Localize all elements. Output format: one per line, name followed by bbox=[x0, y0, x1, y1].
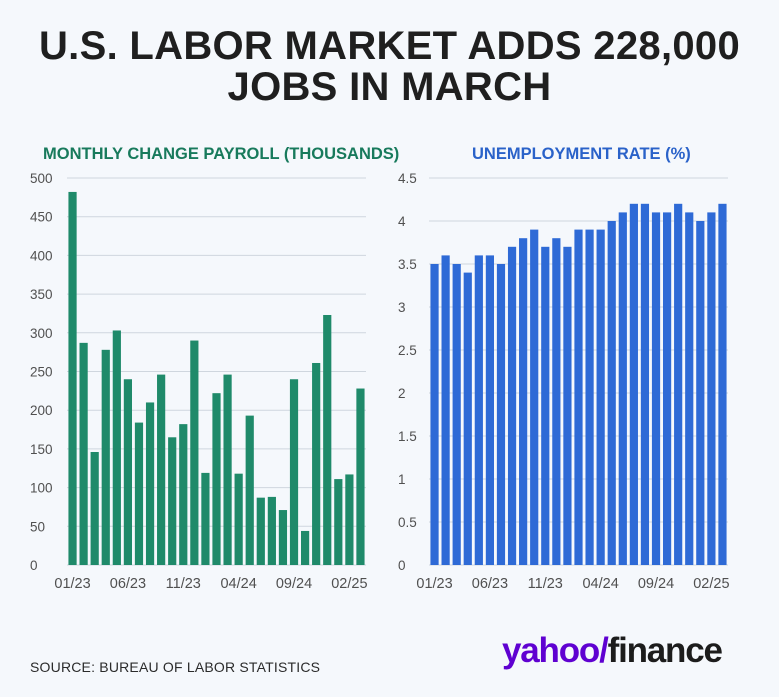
unemployment-bar-2023-06 bbox=[485, 255, 495, 565]
unemployment-bar-2024-09 bbox=[651, 212, 661, 565]
payroll-bar-2024-01 bbox=[201, 472, 210, 565]
payroll-y-tick-label: 0 bbox=[30, 558, 38, 573]
payroll-bar-2024-05 bbox=[245, 415, 254, 565]
unemployment-x-tick-label: 09/24 bbox=[638, 576, 674, 592]
payroll-bar-2024-11 bbox=[312, 362, 321, 565]
unemployment-bar-2023-09 bbox=[519, 238, 528, 565]
unemployment-bar-2024-11 bbox=[674, 203, 683, 566]
payroll-bar-2024-07 bbox=[267, 496, 276, 565]
payroll-y-tick-label: 500 bbox=[30, 171, 53, 186]
payroll-bar-2023-05 bbox=[112, 330, 121, 565]
unemployment-bar-2023-01 bbox=[430, 264, 439, 565]
unemployment-y-tick-label: 0 bbox=[398, 558, 406, 573]
payroll-x-tick-label: 06/23 bbox=[110, 576, 146, 592]
unemployment-y-tick-label: 1 bbox=[398, 472, 406, 487]
unemployment-bar-2024-06 bbox=[618, 212, 627, 565]
unemployment-y-tick-label: 0.5 bbox=[398, 515, 417, 530]
unemployment-bar-2023-08 bbox=[507, 246, 517, 566]
payroll-y-tick-label: 400 bbox=[30, 248, 53, 263]
unemployment-bar-2024-08 bbox=[640, 203, 650, 566]
unemployment-bar-2025-01 bbox=[696, 221, 705, 565]
payroll-bar-2024-09 bbox=[289, 379, 299, 565]
unemployment-y-tick-label: 2 bbox=[398, 386, 406, 401]
unemployment-x-tick-label: 01/23 bbox=[416, 576, 452, 592]
payroll-bar-2023-04 bbox=[101, 349, 110, 565]
payroll-bar-2023-09 bbox=[157, 374, 166, 565]
unemployment-x-tick-label: 04/24 bbox=[582, 576, 618, 592]
unemployment-bar-2024-02 bbox=[574, 229, 583, 565]
unemployment-x-tick-label: 02/25 bbox=[693, 576, 729, 592]
unemployment-bar-2023-04 bbox=[463, 272, 472, 565]
unemployment-bar-2023-10 bbox=[530, 229, 539, 565]
payroll-bar-2025-03 bbox=[356, 388, 365, 565]
payroll-y-tick-label: 250 bbox=[30, 365, 53, 380]
unemployment-bar-2025-03 bbox=[718, 203, 727, 566]
headline-line-2: JOBS IN MARCH bbox=[227, 65, 552, 109]
payroll-y-tick-label: 150 bbox=[30, 442, 53, 457]
unemployment-y-tick-label: 4 bbox=[398, 214, 406, 229]
payroll-bar-2023-01 bbox=[68, 191, 77, 565]
unemployment-bar-2024-12 bbox=[685, 212, 694, 565]
logo-slash-text: / bbox=[599, 631, 609, 670]
unemployment-bar-2024-05 bbox=[607, 221, 616, 565]
payroll-bar-2024-03 bbox=[223, 374, 232, 565]
payroll-bar-2023-10 bbox=[168, 437, 177, 565]
payroll-y-tick-label: 350 bbox=[30, 287, 53, 302]
payroll-x-tick-label: 02/25 bbox=[331, 576, 367, 592]
unemployment-bar-2024-03 bbox=[585, 229, 594, 565]
unemployment-bar-2025-02 bbox=[707, 212, 716, 565]
unemployment-y-tick-label: 3 bbox=[398, 300, 406, 315]
payroll-y-tick-label: 50 bbox=[30, 519, 45, 534]
payroll-bar-2023-12 bbox=[190, 340, 199, 565]
logo-yahoo-text: yahoo bbox=[502, 631, 600, 670]
unemployment-y-tick-label: 3.5 bbox=[398, 257, 417, 272]
payroll-x-tick-label: 04/24 bbox=[220, 576, 256, 592]
payroll-y-tick-label: 450 bbox=[30, 210, 53, 225]
payroll-bar-2025-01 bbox=[334, 479, 343, 565]
payroll-bar-2023-06 bbox=[123, 379, 133, 565]
unemployment-y-tick-label: 4.5 bbox=[398, 171, 417, 186]
payroll-bar-2024-02 bbox=[212, 393, 221, 565]
unemployment-bar-2023-02 bbox=[441, 255, 450, 565]
unemployment-x-tick-label: 11/23 bbox=[528, 576, 563, 592]
payroll-y-tick-label: 300 bbox=[30, 326, 53, 341]
headline-line-1: U.S. LABOR MARKET ADDS 228,000 bbox=[39, 24, 740, 68]
logo-finance-text: finance bbox=[607, 631, 723, 670]
unemployment-bar-2024-10 bbox=[662, 212, 672, 565]
unemployment-bar-2023-12 bbox=[552, 238, 561, 565]
payroll-bar-2023-11 bbox=[179, 424, 188, 565]
payroll-bar-2025-02 bbox=[345, 474, 354, 565]
payroll-bar-2024-06 bbox=[256, 497, 265, 565]
payroll-bar-2024-08 bbox=[278, 510, 288, 565]
unemployment-bar-2023-07 bbox=[496, 264, 506, 565]
yahoo-finance-logo: yahoo/finance bbox=[502, 631, 723, 671]
source-note: SOURCE: BUREAU OF LABOR STATISTICS bbox=[30, 659, 321, 675]
unemployment-bar-2024-01 bbox=[563, 246, 572, 566]
unemployment-bar-2023-05 bbox=[474, 255, 483, 565]
payroll-bar-2023-02 bbox=[79, 342, 88, 565]
payroll-x-tick-label: 11/23 bbox=[166, 576, 201, 592]
unemployment-bar-2024-04 bbox=[596, 229, 605, 565]
payroll-bar-2024-10 bbox=[300, 530, 310, 565]
payroll-x-tick-label: 09/24 bbox=[276, 576, 312, 592]
payroll-chart-title: MONTHLY CHANGE PAYROLL (THOUSANDS) bbox=[43, 145, 400, 163]
unemployment-bar-2024-07 bbox=[629, 203, 638, 566]
unemployment-x-tick-label: 06/23 bbox=[472, 576, 508, 592]
unemployment-bar-2023-11 bbox=[541, 246, 550, 566]
unemployment-y-tick-label: 1.5 bbox=[398, 429, 417, 444]
unemployment-y-tick-label: 2.5 bbox=[398, 343, 417, 358]
payroll-bar-2023-07 bbox=[134, 422, 144, 565]
payroll-y-tick-label: 100 bbox=[30, 481, 53, 496]
payroll-x-tick-label: 01/23 bbox=[54, 576, 90, 592]
unemployment-chart-title: UNEMPLOYMENT RATE (%) bbox=[472, 145, 691, 163]
headline: U.S. LABOR MARKET ADDS 228,000 JOBS IN M… bbox=[0, 26, 779, 108]
payroll-y-tick-label: 200 bbox=[30, 403, 53, 418]
payroll-bar-2024-12 bbox=[323, 314, 332, 565]
unemployment-bar-2023-03 bbox=[452, 264, 461, 565]
payroll-bar-2023-03 bbox=[90, 451, 99, 565]
payroll-bar-2023-08 bbox=[145, 402, 155, 565]
payroll-bar-2024-04 bbox=[234, 473, 243, 565]
